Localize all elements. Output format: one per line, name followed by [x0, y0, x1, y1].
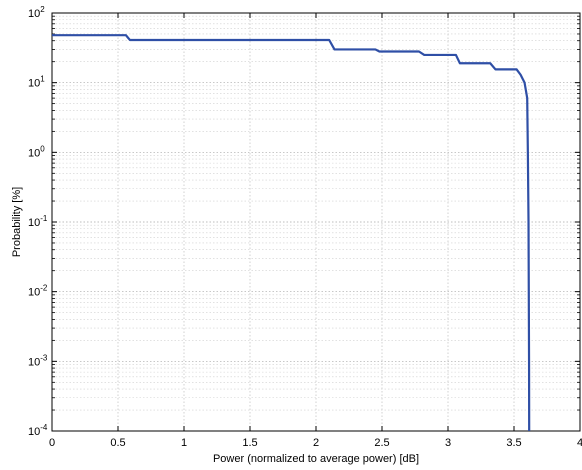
- x-tick-label: 4: [577, 437, 582, 449]
- y-tick-label: 100: [28, 144, 45, 159]
- x-tick-label: 3.5: [506, 437, 521, 449]
- x-tick-label: 2.5: [374, 437, 389, 449]
- grid-lines: [52, 13, 580, 431]
- x-axis-label: Power (normalized to average power) [dB]: [213, 453, 419, 465]
- x-tick-label: 0.5: [110, 437, 125, 449]
- y-tick-label: 10-4: [28, 423, 48, 438]
- y-tick-label: 102: [28, 5, 45, 20]
- axis-ticks: 0 0.5 1 1.5 2 2.5 3 3.5 4 102 101 100 10-1 10-2 10-3 10…: [28, 5, 582, 449]
- x-tick-label: 1: [181, 437, 187, 449]
- y-tick-label: 10-2: [28, 284, 48, 299]
- x-tick-label: 0: [49, 437, 55, 449]
- x-tick-label: 2: [313, 437, 319, 449]
- x-tick-label: 3: [445, 437, 451, 449]
- y-tick-label: 101: [28, 75, 45, 90]
- y-tick-label: 10-3: [28, 353, 48, 368]
- y-tick-label: 10-1: [28, 214, 48, 229]
- x-tick-label: 1.5: [242, 437, 257, 449]
- y-axis-label: Probability [%]: [11, 187, 23, 257]
- ccdf-series-line: [52, 34, 531, 432]
- series-group: [52, 34, 531, 432]
